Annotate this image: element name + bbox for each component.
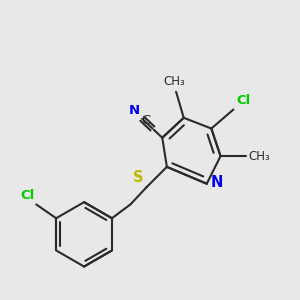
Text: S: S <box>133 170 143 185</box>
Text: C: C <box>142 114 151 127</box>
Text: N: N <box>129 104 140 117</box>
Text: N: N <box>210 175 223 190</box>
Text: Cl: Cl <box>20 189 35 202</box>
Text: CH₃: CH₃ <box>248 150 270 163</box>
Text: CH₃: CH₃ <box>164 75 185 88</box>
Text: Cl: Cl <box>236 94 250 107</box>
